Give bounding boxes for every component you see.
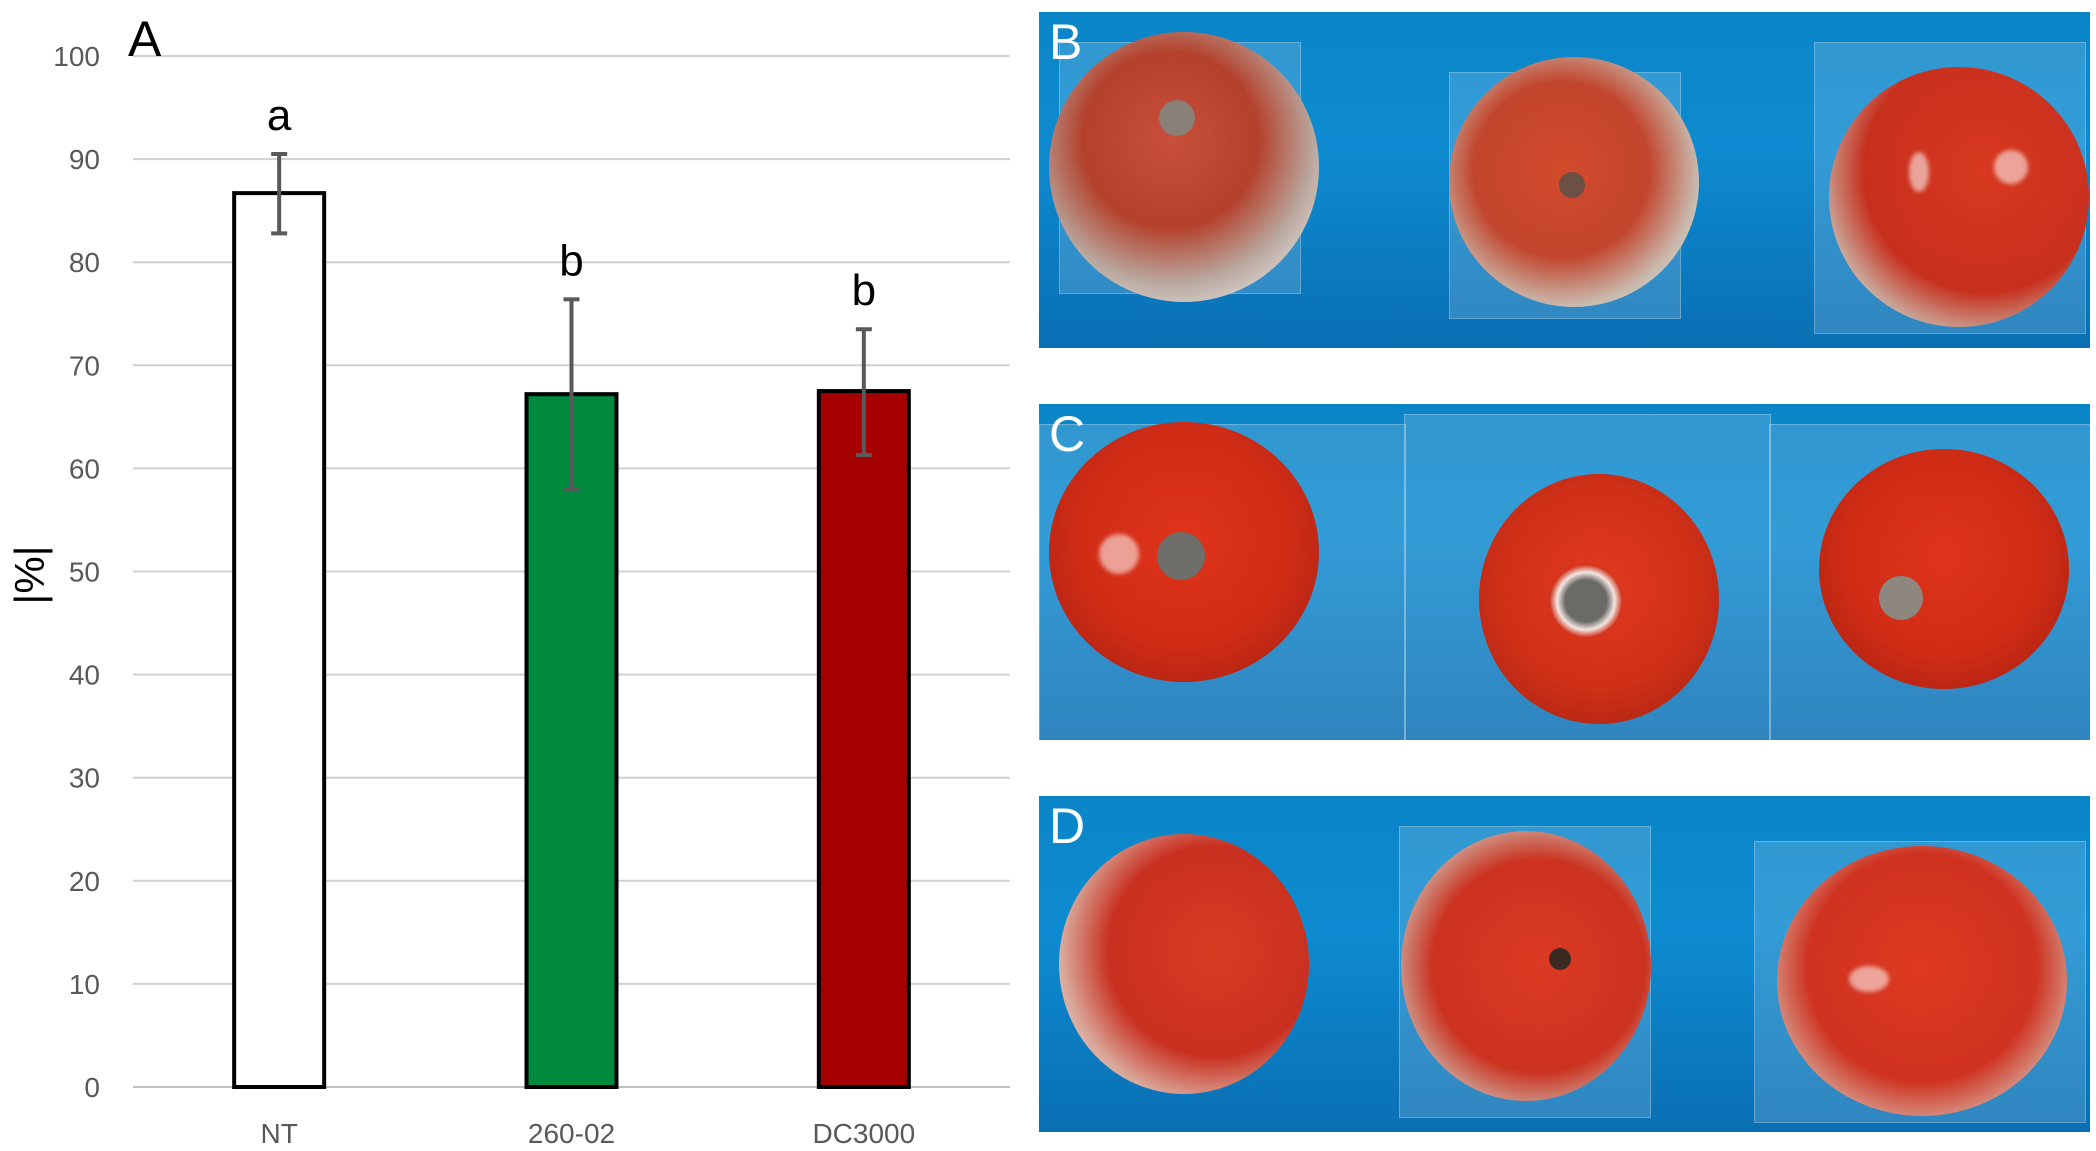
y-tick-label: 60 (69, 453, 100, 484)
tomato-3 (1829, 67, 2089, 327)
y-tick-label: 0 (84, 1072, 100, 1103)
bar-NT (232, 191, 327, 1090)
y-axis-label: |%| (6, 545, 53, 604)
photo-panel-d: D (1039, 796, 2090, 1132)
y-tick-labels: 0 10 20 30 40 50 60 70 80 90 100 (53, 41, 100, 1103)
y-tick-label: 30 (69, 763, 100, 794)
photo-panel-b: B (1039, 12, 2090, 348)
significance-letter: b (852, 266, 876, 315)
x-tick-labels: NT 260-02 DC3000 (261, 1118, 916, 1149)
tomato-6 (1819, 449, 2069, 689)
y-tick-label: 50 (69, 557, 100, 588)
error-bars (271, 151, 872, 493)
tomato-1 (1049, 32, 1319, 302)
panel-b-label: B (1049, 14, 1083, 70)
y-tick-label: 20 (69, 866, 100, 897)
bar-DC3000 (816, 389, 911, 1089)
tomato-8 (1401, 831, 1651, 1101)
x-tick-label: NT (261, 1118, 298, 1149)
tomato-9 (1777, 846, 2067, 1116)
bar-chart: 0 10 20 30 40 50 60 70 80 90 100 NT 260-02 DC3000 a b… (6, 11, 1010, 1149)
panel-c-label: C (1049, 406, 1086, 462)
bars (232, 191, 911, 1090)
y-tick-label: 80 (69, 247, 100, 278)
photo-panel-c: C (1039, 404, 2090, 740)
y-tick-label: 40 (69, 660, 100, 691)
significance-letter: a (267, 91, 292, 140)
significance-letters: a b b (267, 91, 876, 315)
x-tick-label: DC3000 (812, 1118, 915, 1149)
x-tick-label: 260-02 (528, 1118, 615, 1149)
bar-260-02 (524, 392, 619, 1089)
significance-letter: b (559, 236, 583, 285)
y-tick-label: 10 (69, 969, 100, 1000)
tomato-7 (1059, 834, 1309, 1094)
y-tick-label: 90 (69, 144, 100, 175)
y-tick-label: 100 (53, 41, 100, 72)
y-tick-label: 70 (69, 350, 100, 381)
panel-a-label: A (128, 11, 162, 67)
panel-d-label: D (1049, 798, 1086, 854)
